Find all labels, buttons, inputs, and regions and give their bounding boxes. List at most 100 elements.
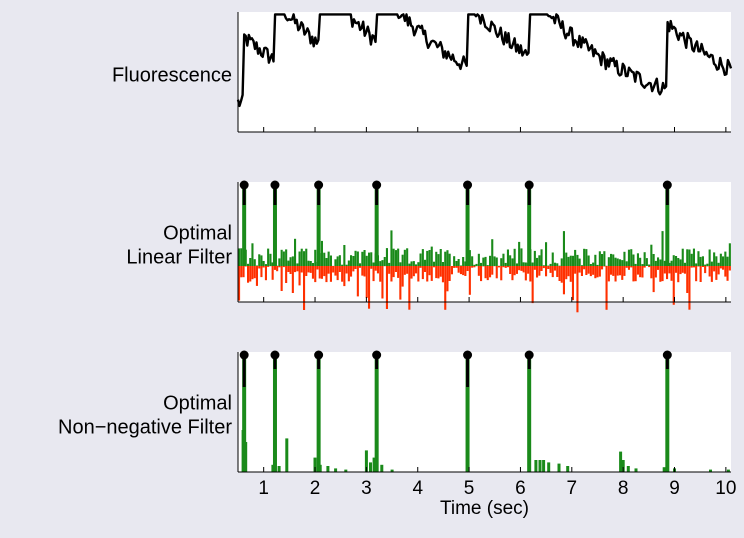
negative-bar — [262, 266, 265, 268]
negative-bar — [529, 266, 532, 282]
positive-bar — [406, 248, 409, 266]
positive-bar — [401, 254, 404, 266]
positive-bar — [282, 251, 285, 266]
negative-bar — [347, 266, 350, 282]
panel-label-line: Fluorescence — [112, 64, 232, 86]
negative-bar — [692, 266, 695, 268]
activity-bar — [277, 466, 281, 472]
positive-bar — [520, 248, 523, 266]
negative-bar — [374, 266, 377, 271]
positive-bar — [661, 231, 664, 266]
positive-bar — [359, 263, 362, 266]
negative-bar — [630, 266, 633, 268]
positive-bar — [717, 262, 720, 266]
positive-bar — [549, 263, 552, 266]
negative-bar — [471, 266, 474, 268]
x-axis: 1 2 3 4 5 6 7 8 9 10 Time (sec) — [258, 478, 736, 519]
positive-bar — [614, 257, 617, 266]
positive-bar — [574, 249, 577, 266]
positive-bar — [294, 238, 297, 266]
negative-bar — [616, 266, 619, 276]
positive-bar — [334, 259, 337, 266]
negative-bar — [619, 266, 622, 276]
positive-bar — [264, 264, 267, 266]
negative-bar — [551, 266, 554, 278]
negative-bar — [372, 266, 375, 282]
spike-marker — [314, 180, 324, 190]
positive-bar — [361, 251, 364, 266]
positive-bar — [592, 262, 595, 266]
negative-bar — [437, 266, 440, 279]
negative-bar — [300, 266, 303, 273]
positive-bar — [291, 256, 294, 266]
positive-bar — [679, 259, 682, 266]
spike-marker — [270, 180, 280, 190]
positive-bar — [627, 249, 630, 266]
negative-bar — [569, 266, 572, 282]
positive-bar — [648, 264, 651, 266]
negative-bar — [681, 266, 684, 273]
positive-bar — [495, 257, 498, 266]
positive-bar — [437, 254, 440, 266]
positive-bar — [278, 258, 281, 266]
plot-area — [238, 12, 731, 132]
positive-bar — [356, 251, 359, 266]
negative-bar — [484, 266, 487, 279]
negative-bar — [453, 266, 456, 268]
negative-bar — [399, 266, 402, 300]
positive-bar — [363, 250, 366, 266]
positive-bar — [632, 254, 635, 266]
negative-bar — [549, 266, 552, 273]
positive-bar — [675, 256, 678, 266]
negative-bar — [439, 266, 442, 277]
negative-bar — [238, 266, 241, 301]
activity-bar — [380, 464, 384, 472]
positive-bar — [267, 248, 270, 266]
negative-bar — [291, 266, 294, 293]
negative-bar — [345, 266, 348, 274]
negative-bar — [627, 266, 630, 270]
activity-bar — [542, 460, 546, 472]
negative-bar — [701, 266, 704, 267]
negative-bar — [585, 266, 588, 275]
negative-bar — [556, 266, 559, 277]
negative-bar — [500, 266, 503, 281]
positive-bar — [388, 262, 391, 266]
negative-bar — [388, 266, 391, 274]
positive-bar — [683, 262, 686, 266]
positive-bar — [296, 263, 299, 266]
negative-bar — [710, 266, 713, 282]
activity-bar — [619, 451, 623, 472]
positive-bar — [329, 255, 332, 266]
positive-bar — [491, 239, 494, 266]
negative-bar — [368, 266, 371, 309]
negative-bar — [480, 266, 483, 282]
x-tick-label: 10 — [715, 478, 736, 499]
positive-bar — [708, 249, 711, 266]
negative-bar — [271, 266, 274, 280]
positive-bar — [704, 264, 707, 266]
positive-bar — [657, 257, 660, 266]
positive-bar — [719, 253, 722, 266]
negative-bar — [576, 266, 579, 313]
negative-bar — [332, 266, 335, 273]
positive-bar — [446, 250, 449, 266]
negative-bar — [258, 266, 261, 269]
positive-bar — [311, 263, 314, 266]
negative-bar — [540, 266, 543, 271]
fluorescence-trace — [236, 13, 733, 108]
negative-bar — [392, 266, 395, 278]
x-tick-label: 1 — [258, 478, 269, 499]
negative-bar — [688, 266, 691, 310]
positive-bar — [681, 248, 684, 266]
negative-bar — [603, 266, 606, 267]
negative-bar — [699, 266, 702, 282]
positive-bar — [641, 264, 644, 266]
negative-bar — [323, 266, 326, 277]
spike-marker — [662, 180, 672, 190]
negative-bar — [260, 266, 263, 278]
negative-bar — [307, 266, 310, 273]
negative-bar — [661, 266, 664, 282]
